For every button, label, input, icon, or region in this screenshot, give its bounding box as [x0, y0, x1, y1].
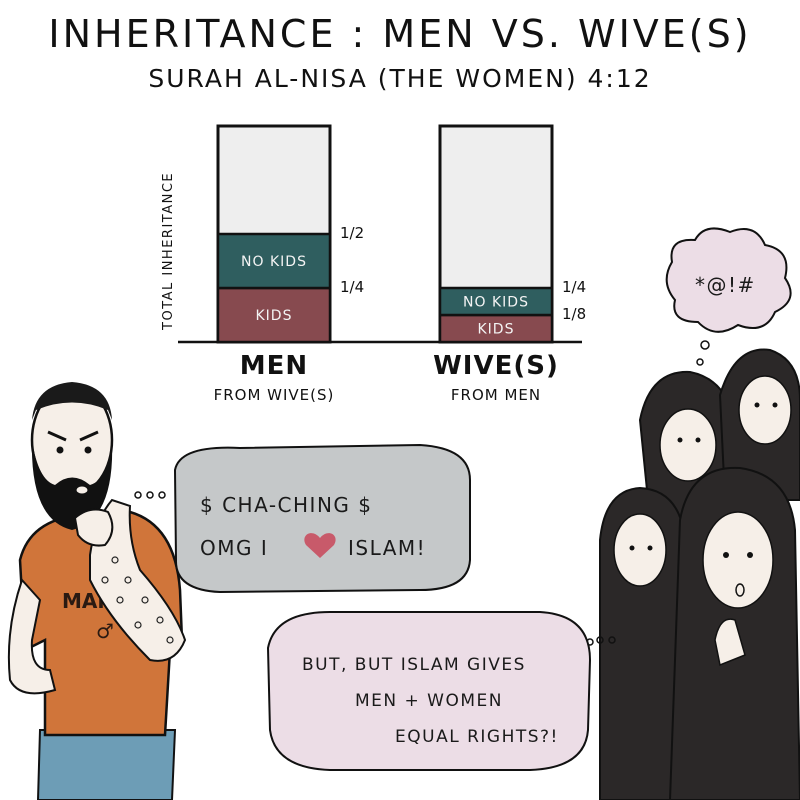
women-bubble-line-2: MEN + WOMEN	[355, 691, 503, 711]
left-eyebrow	[47, 430, 67, 442]
category-label-1: WIVE(S)	[433, 351, 559, 381]
segment-label-1-1: NO KIDS	[463, 295, 529, 311]
arm-tattoos	[101, 556, 174, 644]
man-bubble-line-1: $ CHA-CHING $	[200, 493, 373, 517]
page-subtitle: SURAH AL-NISA (THE WOMEN) 4:12	[148, 64, 652, 93]
category-label-0: MEN	[240, 351, 308, 381]
segment-label-0-1: NO KIDS	[241, 254, 307, 270]
y-axis-label: TOTAL INHERITANCE	[161, 172, 176, 331]
women-speech-bubble: BUT, BUT ISLAM GIVES MEN + WOMEN EQUAL R…	[266, 611, 592, 771]
raised-hand	[714, 618, 746, 667]
face-front-left	[613, 513, 667, 587]
women-bubble-line-3: EQUAL RIGHTS?!	[395, 727, 559, 747]
hair	[32, 382, 112, 420]
bars: KIDS 1/4 NO KIDS 1/2 MEN FROM WIVE(S) KIDS 1/8 N…	[214, 124, 586, 404]
thought-dots-man	[134, 491, 166, 499]
fraction-label-0-1: 1/2	[340, 224, 364, 242]
left-eye	[56, 446, 64, 454]
man-figure: MAN ♂	[7, 382, 187, 800]
jeans	[36, 729, 177, 800]
left-arm	[7, 578, 57, 695]
mouth	[75, 485, 89, 495]
tattooed-arm	[89, 498, 187, 662]
fraction-label-0-0: 1/4	[340, 278, 364, 296]
face-back-left	[659, 408, 717, 482]
thought-dots-cloud	[696, 340, 710, 366]
women-eyes	[629, 402, 778, 558]
segment-label-0-0: KIDS	[256, 308, 293, 324]
fraction-label-1-0: 1/8	[562, 305, 586, 323]
fraction-label-1-1: 1/4	[562, 278, 586, 296]
cursing-cloud-bubble: *@!#	[665, 227, 792, 333]
bar-segment-kids-0	[216, 286, 332, 344]
man-bubble-line-2: OMG I	[200, 536, 268, 560]
beard	[31, 440, 113, 530]
category-sublabel-0: FROM WIVE(S)	[214, 386, 335, 404]
surprised-mouth	[735, 583, 745, 597]
hand-on-chin	[73, 508, 114, 547]
heart-icon	[304, 533, 336, 558]
chart-area: TOTAL INHERITANCE KIDS 1/4 NO KIDS 1/2 MEN FR…	[161, 124, 586, 404]
bar-segment-no-kids-0	[216, 232, 332, 290]
bar-segment-kids-1	[438, 313, 554, 344]
right-eye	[84, 446, 92, 454]
page-title: INHERITANCE : MEN VS. WIVE(S)	[48, 12, 752, 56]
women-bubble-line-1: BUT, BUT ISLAM GIVES	[302, 655, 526, 675]
man-bubble-line-3: ISLAM!	[348, 536, 426, 560]
cursing-symbols: *@!#	[695, 273, 756, 297]
women-group	[599, 348, 800, 800]
segment-label-1-0: KIDS	[478, 322, 515, 338]
category-sublabel-1: FROM MEN	[451, 386, 541, 404]
face-front-right	[702, 511, 774, 609]
right-eyebrow	[79, 430, 99, 442]
bar-segment-no-kids-1	[438, 286, 554, 317]
male-symbol-icon: ♂	[96, 619, 114, 643]
man-speech-bubble: $ CHA-CHING $ OMG I ISLAM!	[173, 443, 471, 594]
face-back-right	[738, 375, 792, 445]
